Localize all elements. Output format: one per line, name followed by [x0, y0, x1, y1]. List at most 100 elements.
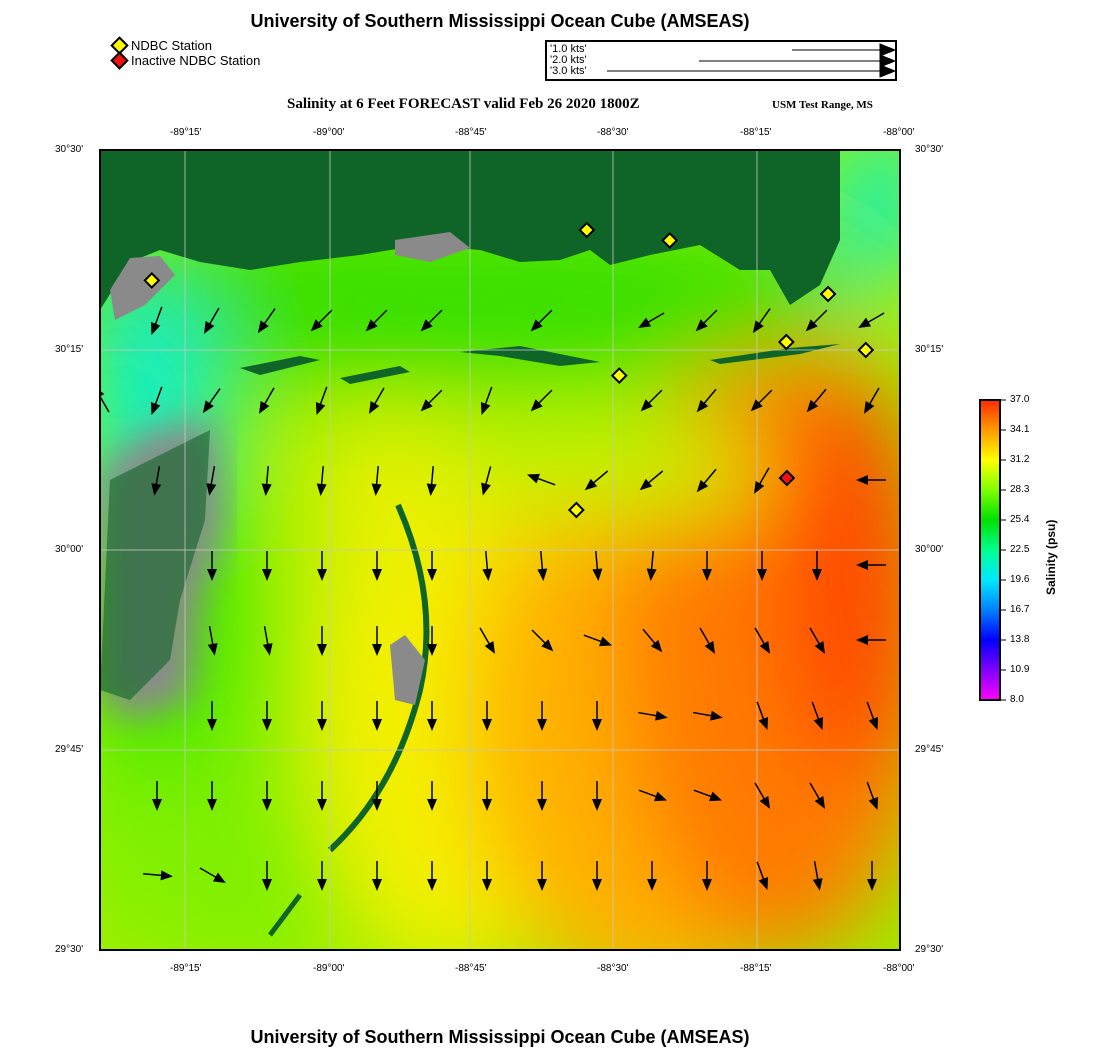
current-arrow — [152, 781, 162, 811]
current-arrow — [806, 388, 827, 413]
current-arrow — [482, 781, 492, 811]
footer-title: University of Southern Mississippi Ocean… — [250, 1027, 750, 1047]
lon-label: -89°00' — [313, 127, 345, 138]
lat-label: 29°45' — [915, 744, 944, 755]
current-arrow — [537, 781, 547, 811]
current-arrow — [150, 306, 163, 336]
lon-label: -89°15' — [170, 963, 202, 974]
current-arrow — [372, 626, 382, 656]
current-arrow — [262, 701, 272, 731]
lon-label: -88°00' — [883, 127, 915, 138]
colorbar-tick-label: 28.3 — [1010, 484, 1030, 495]
region-label: USM Test Range, MS — [772, 99, 873, 111]
ndbc-stations[interactable] — [143, 221, 875, 519]
current-arrow — [858, 312, 885, 328]
current-arrow — [427, 626, 437, 656]
current-arrow — [207, 701, 217, 731]
colorbar-tick-label: 13.8 — [1010, 634, 1030, 645]
colorbar-tick-label: 34.1 — [1010, 424, 1030, 435]
colorbar-tick-label: 25.4 — [1010, 514, 1030, 525]
lat-label: 30°30' — [55, 144, 84, 155]
current-arrow — [750, 389, 773, 412]
current-arrow — [482, 861, 492, 891]
current-arrow — [696, 388, 717, 413]
ndbc-station-marker[interactable] — [857, 341, 875, 359]
ndbc-station-marker[interactable] — [567, 501, 585, 519]
current-arrow — [526, 473, 556, 486]
colorbar — [979, 399, 1006, 701]
current-arrow — [592, 701, 602, 731]
lon-label: -88°30' — [597, 963, 629, 974]
lat-label: 29°45' — [55, 744, 84, 755]
ndbc-station-marker[interactable] — [777, 333, 795, 351]
current-arrow — [702, 861, 712, 891]
current-arrow — [207, 626, 218, 656]
current-arrow — [856, 475, 886, 485]
vector-scale-legend: '1.0 kts' '2.0 kts' '3.0 kts' — [545, 40, 897, 81]
current-arrow — [482, 701, 492, 731]
ndbc-station-marker[interactable] — [610, 367, 628, 385]
current-arrow — [809, 627, 825, 654]
current-arrow — [257, 308, 276, 334]
current-arrow — [805, 309, 828, 332]
current-arrow — [756, 701, 769, 731]
current-arrow — [482, 550, 493, 581]
current-arrow — [812, 551, 822, 581]
current-arrow — [856, 635, 886, 645]
forecast-subtitle: Salinity at 6 Feet FORECAST valid Feb 26… — [287, 96, 640, 112]
current-arrow — [316, 465, 327, 496]
current-arrow — [317, 701, 327, 731]
current-arrow — [702, 551, 712, 581]
colorbar-tick-label: 16.7 — [1010, 604, 1030, 615]
ndbc-station-marker[interactable] — [661, 231, 679, 249]
current-arrow — [754, 782, 770, 809]
inactive-station-marker[interactable] — [778, 469, 796, 487]
legend-label: NDBC Station — [131, 38, 212, 53]
vector-scale-arrows — [607, 43, 895, 78]
lat-label: 30°15' — [915, 344, 944, 355]
current-arrow — [638, 789, 668, 802]
ndbc-station-marker[interactable] — [578, 221, 596, 239]
ndbc-station-marker[interactable] — [819, 285, 837, 303]
current-arrow — [696, 468, 717, 493]
lon-label: -88°45' — [455, 127, 487, 138]
current-arrow — [479, 627, 495, 654]
lat-label: 29°30' — [915, 944, 944, 955]
current-arrow — [481, 466, 492, 496]
colorbar-tick-label: 10.9 — [1010, 664, 1030, 675]
current-arrow — [317, 626, 327, 656]
lon-label: -88°15' — [740, 963, 772, 974]
lat-label: 30°00' — [55, 544, 84, 555]
current-arrow — [584, 470, 609, 491]
lon-label: -88°00' — [883, 963, 915, 974]
current-arrow — [207, 781, 217, 811]
current-arrow — [317, 861, 327, 891]
current-arrow — [592, 861, 602, 891]
current-arrow — [427, 861, 437, 891]
current-arrow — [592, 781, 602, 811]
current-arrow — [531, 629, 554, 652]
current-arrow — [530, 389, 553, 412]
lon-label: -89°00' — [313, 963, 345, 974]
current-arrow — [150, 386, 163, 416]
lon-label: -88°30' — [597, 127, 629, 138]
current-arrow — [365, 309, 388, 332]
current-arrow — [427, 781, 437, 811]
current-arrow — [754, 467, 770, 494]
vector-scale-label: '3.0 kts' — [550, 65, 587, 77]
map-title: University of Southern Mississippi Ocean… — [250, 11, 750, 31]
lat-label: 30°30' — [915, 144, 944, 155]
current-arrow — [199, 867, 226, 883]
current-arrow — [207, 551, 217, 581]
current-arrow — [427, 701, 437, 731]
current-arrow — [262, 551, 272, 581]
current-arrow — [427, 551, 437, 581]
current-arrow — [866, 781, 879, 811]
legend-ndbc-station: NDBC Station — [110, 36, 212, 55]
current-arrow — [259, 387, 275, 414]
current-arrow — [646, 550, 657, 581]
lat-label: 30°00' — [915, 544, 944, 555]
lon-label: -88°45' — [455, 963, 487, 974]
ndbc-station-marker[interactable] — [143, 271, 161, 289]
